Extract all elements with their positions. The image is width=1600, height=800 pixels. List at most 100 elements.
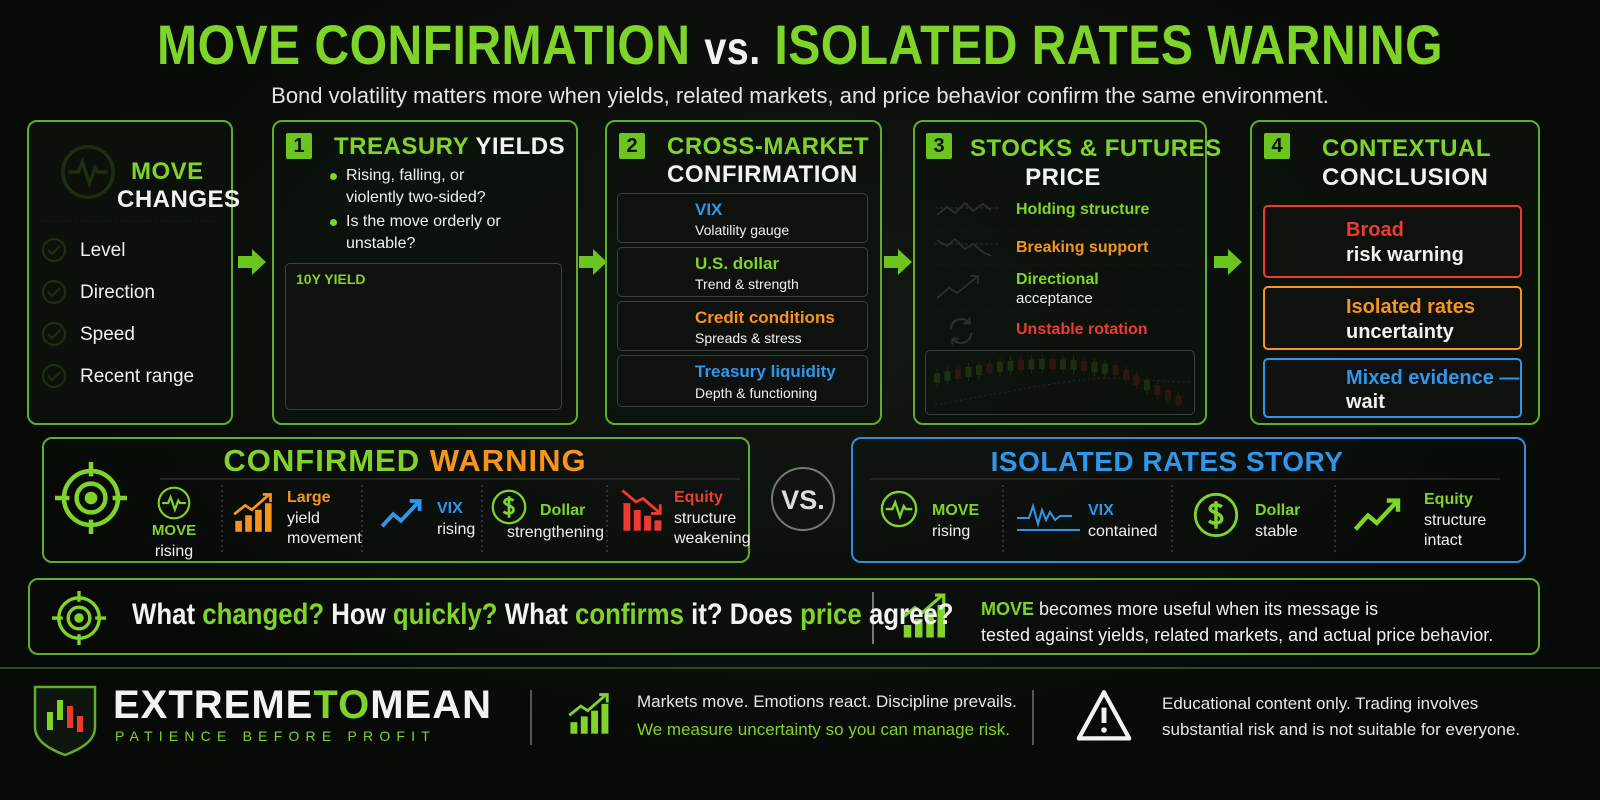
price-chart-frame — [925, 350, 1195, 415]
signal-name: VIX — [437, 500, 463, 517]
brand-part: TO — [313, 683, 371, 727]
panel-title: ISOLATED RATES STORY — [990, 446, 1344, 477]
outcome-text: risk warning — [1346, 244, 1464, 266]
signal-name: Equity — [674, 489, 723, 506]
card-title: PRICE — [1025, 164, 1101, 191]
decoration — [47, 700, 63, 730]
decoration — [567, 693, 610, 736]
title-part: CONFIRMED — [223, 443, 421, 478]
brand: EXTREMETOMEAN — [113, 683, 492, 728]
market-detail: Trend & strength — [695, 276, 799, 292]
confirmed-warning-panel — [42, 437, 750, 563]
card-title: CONCLUSION — [1322, 164, 1489, 191]
motto: Markets move. Emotions react. Discipline… — [637, 692, 1017, 711]
title-part: TREASURY — [334, 133, 469, 160]
question-part: confirms — [574, 598, 684, 631]
questions: What changed? How quickly? What confirms… — [132, 598, 954, 632]
motto: We measure uncertainty so you can manage… — [637, 720, 1010, 739]
market-item — [617, 355, 868, 407]
title-part: vs. — [704, 22, 761, 74]
disclaimer: Educational content only. Trading involv… — [1162, 694, 1479, 713]
decoration — [33, 685, 97, 757]
question-part: How — [331, 598, 386, 631]
decoration — [57, 700, 63, 720]
outcome — [1263, 205, 1522, 278]
subtitle: Bond volatility matters more when yields… — [271, 83, 1329, 108]
tagline: PATIENCE BEFORE PROFIT — [115, 728, 437, 744]
card-title: CONTEXTUAL — [1322, 135, 1491, 162]
card-title: CROSS-MARKET — [667, 133, 869, 160]
step-number: 4 — [1264, 133, 1290, 159]
decoration — [67, 706, 73, 728]
price-signal: Holding structure — [1016, 201, 1150, 218]
question-part: quickly? — [392, 598, 498, 631]
decoration — [77, 716, 83, 732]
question-part: What — [504, 598, 568, 631]
outcome-text: Mixed evidence — — [1346, 367, 1520, 389]
card-title: CONFIRMATION — [667, 161, 858, 188]
market-item — [617, 193, 868, 243]
disclaimer: substantial risk and is not suitable for… — [1162, 720, 1521, 739]
price-signal: acceptance — [1016, 290, 1093, 307]
signal-name: MOVE — [151, 522, 197, 539]
signal-text: rising — [437, 521, 476, 538]
chart-label: 10Y YIELD — [296, 271, 366, 287]
panel-title: CONFIRMED WARNING — [223, 443, 586, 479]
step-number: 3 — [926, 133, 952, 159]
price-signal: Unstable rotation — [1016, 321, 1148, 338]
market-name: Treasury liquidity — [695, 362, 836, 381]
checklist-item: Speed — [80, 324, 135, 345]
signal-name: Dollar — [1255, 502, 1301, 519]
market-name: Credit conditions — [695, 308, 835, 327]
signal-name: Large — [287, 489, 331, 506]
outcome — [1263, 358, 1522, 418]
market-name: U.S. dollar — [695, 254, 780, 273]
outcome-text: Isolated rates — [1346, 296, 1475, 318]
step-number: 1 — [286, 133, 312, 159]
decoration — [47, 712, 53, 730]
card-title: MOVE — [131, 158, 204, 185]
decoration — [221, 485, 608, 555]
signal-text: intact — [1424, 532, 1463, 549]
checklist-item: Direction — [80, 282, 155, 303]
questions-bar — [28, 578, 1540, 655]
decoration — [884, 249, 912, 275]
market-name: VIX — [695, 200, 723, 219]
signal-name: VIX — [1088, 502, 1114, 519]
signal-text: stable — [1255, 523, 1298, 540]
stocks-card — [913, 120, 1207, 425]
title: MOVE CONFIRMATION vs. ISOLATED RATES WAR… — [157, 12, 1443, 77]
move-changes-card — [27, 120, 233, 425]
decoration — [1017, 502, 1080, 531]
note-part: MOVE — [981, 599, 1035, 619]
outcome-text: wait — [1346, 391, 1385, 413]
signal-name: MOVE — [932, 502, 980, 519]
card-title: STOCKS & FUTURES — [970, 135, 1222, 162]
decoration — [1214, 249, 1242, 275]
signal-text: yield — [287, 510, 320, 527]
note-part: tested against yields, related markets, … — [981, 625, 1494, 645]
signal-text: rising — [154, 543, 194, 560]
isolated-story-panel — [851, 437, 1526, 563]
decoration — [238, 249, 1242, 275]
market-detail: Spreads & stress — [695, 330, 802, 346]
title-part: ISOLATED RATES WARNING — [774, 13, 1443, 76]
note: MOVE becomes more useful when its messag… — [981, 596, 1493, 648]
market-detail: Volatility gauge — [695, 222, 790, 238]
checklist-item: Recent range — [80, 366, 195, 387]
brand-part: EXTREME — [113, 683, 314, 727]
step-number: 2 — [619, 133, 645, 159]
signal-name: Equity — [1424, 491, 1473, 508]
outcome-text: uncertainty — [1346, 321, 1454, 343]
market-detail: Depth & functioning — [695, 385, 818, 401]
decoration — [1079, 692, 1129, 738]
title-part: WARNING — [429, 443, 587, 478]
yield-chart-frame — [285, 263, 562, 410]
card-title: CHANGES — [117, 186, 241, 213]
bullet: Is the move orderly or unstable? — [330, 211, 506, 255]
vs-label: VS. — [781, 485, 825, 515]
card-title: TREASURY YIELDS — [334, 133, 565, 161]
brand-part: MEAN — [370, 683, 492, 727]
signal-name: Dollar — [540, 502, 586, 519]
note-part: becomes more useful when its message is — [1039, 599, 1379, 619]
